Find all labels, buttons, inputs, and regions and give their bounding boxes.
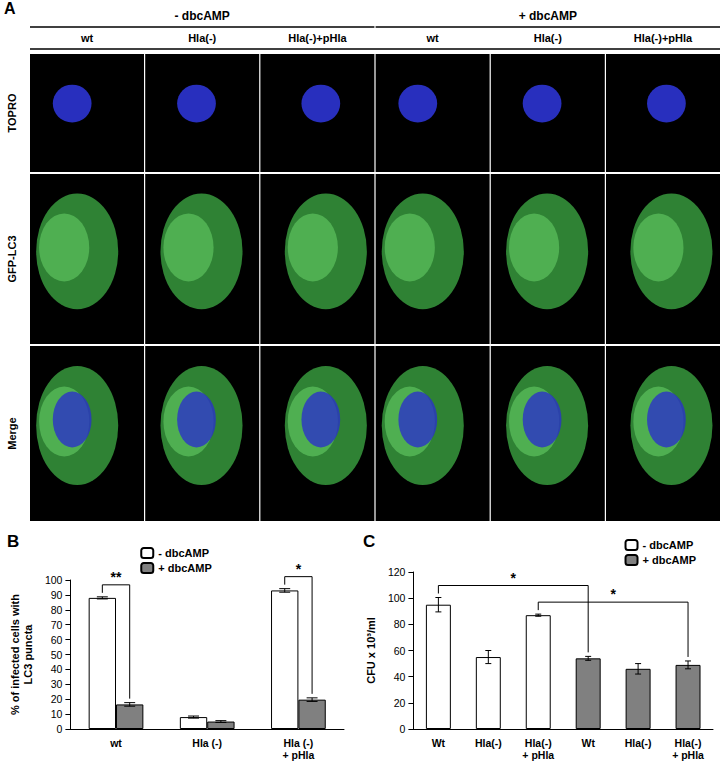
svg-text:80: 80 — [51, 604, 63, 616]
svg-text:40: 40 — [51, 663, 63, 675]
svg-text:Hla(-): Hla(-) — [625, 737, 652, 749]
svg-text:Merge: Merge — [6, 417, 18, 449]
svg-text:20: 20 — [394, 697, 406, 709]
svg-text:TOPRO: TOPRO — [6, 93, 18, 132]
svg-text:**: ** — [111, 569, 122, 585]
svg-text:wt: wt — [109, 737, 122, 749]
svg-text:60: 60 — [394, 645, 406, 657]
svg-text:Hla(-)+pHla: Hla(-)+pHla — [288, 32, 347, 44]
svg-text:*: * — [610, 586, 616, 602]
svg-text:0: 0 — [400, 723, 406, 735]
svg-text:100: 100 — [45, 574, 63, 586]
svg-text:A: A — [4, 0, 16, 17]
svg-text:20: 20 — [51, 693, 63, 705]
svg-text:+ dbcAMP: + dbcAMP — [519, 9, 577, 23]
svg-text:GFP-LC3: GFP-LC3 — [6, 235, 18, 282]
svg-text:wt: wt — [425, 32, 439, 44]
svg-text:% of infected cells with: % of infected cells with — [9, 594, 21, 715]
svg-text:100: 100 — [388, 592, 406, 604]
svg-text:Hla(-)+pHla: Hla(-)+pHla — [634, 32, 693, 44]
svg-text:90: 90 — [51, 589, 63, 601]
svg-text:- dbcAMP: - dbcAMP — [158, 547, 209, 559]
svg-text:+ pHla: + pHla — [282, 749, 314, 761]
svg-text:40: 40 — [394, 671, 406, 683]
svg-text:30: 30 — [51, 678, 63, 690]
svg-text:0: 0 — [57, 723, 63, 735]
svg-text:60: 60 — [51, 634, 63, 646]
svg-text:C: C — [363, 532, 375, 551]
svg-text:+ pHla: + pHla — [522, 749, 554, 761]
svg-text:10: 10 — [51, 708, 63, 720]
svg-text:70: 70 — [51, 619, 63, 631]
svg-text:B: B — [7, 532, 19, 551]
svg-text:*: * — [511, 570, 517, 586]
svg-text:Wt: Wt — [581, 737, 595, 749]
svg-text:CFU x 10³/ml: CFU x 10³/ml — [365, 617, 377, 684]
svg-text:Hla(-): Hla(-) — [525, 737, 552, 749]
svg-text:80: 80 — [394, 618, 406, 630]
svg-text:120: 120 — [388, 566, 406, 578]
svg-text:- dbcAMP: - dbcAMP — [643, 539, 694, 551]
svg-text:*: * — [296, 561, 302, 577]
svg-text:+ pHla: + pHla — [672, 749, 704, 761]
svg-text:Hla (-): Hla (-) — [284, 737, 314, 749]
svg-text:Hla(-): Hla(-) — [188, 32, 216, 44]
svg-text:Hla(-): Hla(-) — [475, 737, 502, 749]
svg-text:+ dbcAMP: + dbcAMP — [643, 554, 696, 566]
svg-text:Hla (-): Hla (-) — [192, 737, 222, 749]
svg-text:+ dbcAMP: + dbcAMP — [158, 562, 211, 574]
svg-text:Hla(-): Hla(-) — [675, 737, 702, 749]
svg-text:wt: wt — [80, 32, 94, 44]
svg-text:Hla(-): Hla(-) — [534, 32, 562, 44]
svg-text:LC3 puncta: LC3 puncta — [22, 624, 34, 685]
svg-text:- dbcAMP: - dbcAMP — [175, 9, 230, 23]
svg-text:50: 50 — [51, 649, 63, 661]
svg-text:Wt: Wt — [432, 737, 446, 749]
